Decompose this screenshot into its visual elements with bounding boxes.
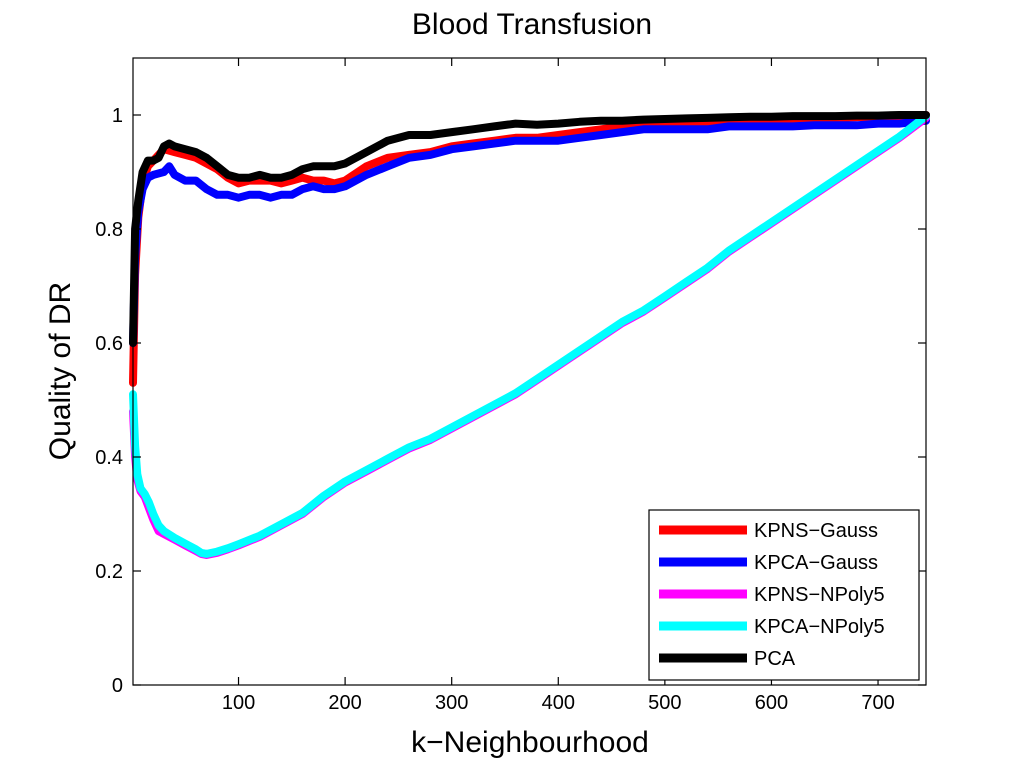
x-tick-label: 100 xyxy=(222,692,255,714)
x-tick-label: 400 xyxy=(542,692,575,714)
chart-title: Blood Transfusion xyxy=(412,8,652,41)
x-axis-label: k−Neighbourhood xyxy=(411,726,649,759)
legend-label: PCA xyxy=(754,648,796,670)
x-tick-label: 300 xyxy=(435,692,468,714)
legend-label: KPNS−NPoly5 xyxy=(754,584,885,606)
x-tick-label: 600 xyxy=(755,692,788,714)
y-tick-label: 0.8 xyxy=(95,219,123,241)
y-tick-label: 0.6 xyxy=(95,333,123,355)
series-line-1 xyxy=(129,111,930,387)
legend: KPNS−Gauss KPCA−Gauss KPNS−NPoly5 KPCA−NPol… xyxy=(648,509,920,681)
legend-label: KPCA−NPoly5 xyxy=(754,616,885,638)
y-tick-label: 1 xyxy=(112,105,123,127)
legend-label: KPNS−Gauss xyxy=(754,520,878,542)
y-axis-label: Quality of DR xyxy=(44,282,77,460)
x-tick-label: 500 xyxy=(648,692,681,714)
legend-label: KPCA−Gauss xyxy=(754,552,878,574)
x-tick-label: 200 xyxy=(328,692,361,714)
x-tick-label: 700 xyxy=(861,692,894,714)
axes-box xyxy=(132,57,927,686)
y-tick-label: 0 xyxy=(112,675,123,697)
y-tick-label: 0.2 xyxy=(95,561,123,583)
series-line-4 xyxy=(129,112,930,558)
series-line-2 xyxy=(129,116,930,347)
series-line-5 xyxy=(129,111,930,347)
y-tick-label: 0.4 xyxy=(95,447,123,469)
axes: 100 200 300 400 500 600 700 0 0.2 0.4 0.6 0.8 1 xyxy=(95,57,927,714)
plot-area xyxy=(129,111,930,559)
